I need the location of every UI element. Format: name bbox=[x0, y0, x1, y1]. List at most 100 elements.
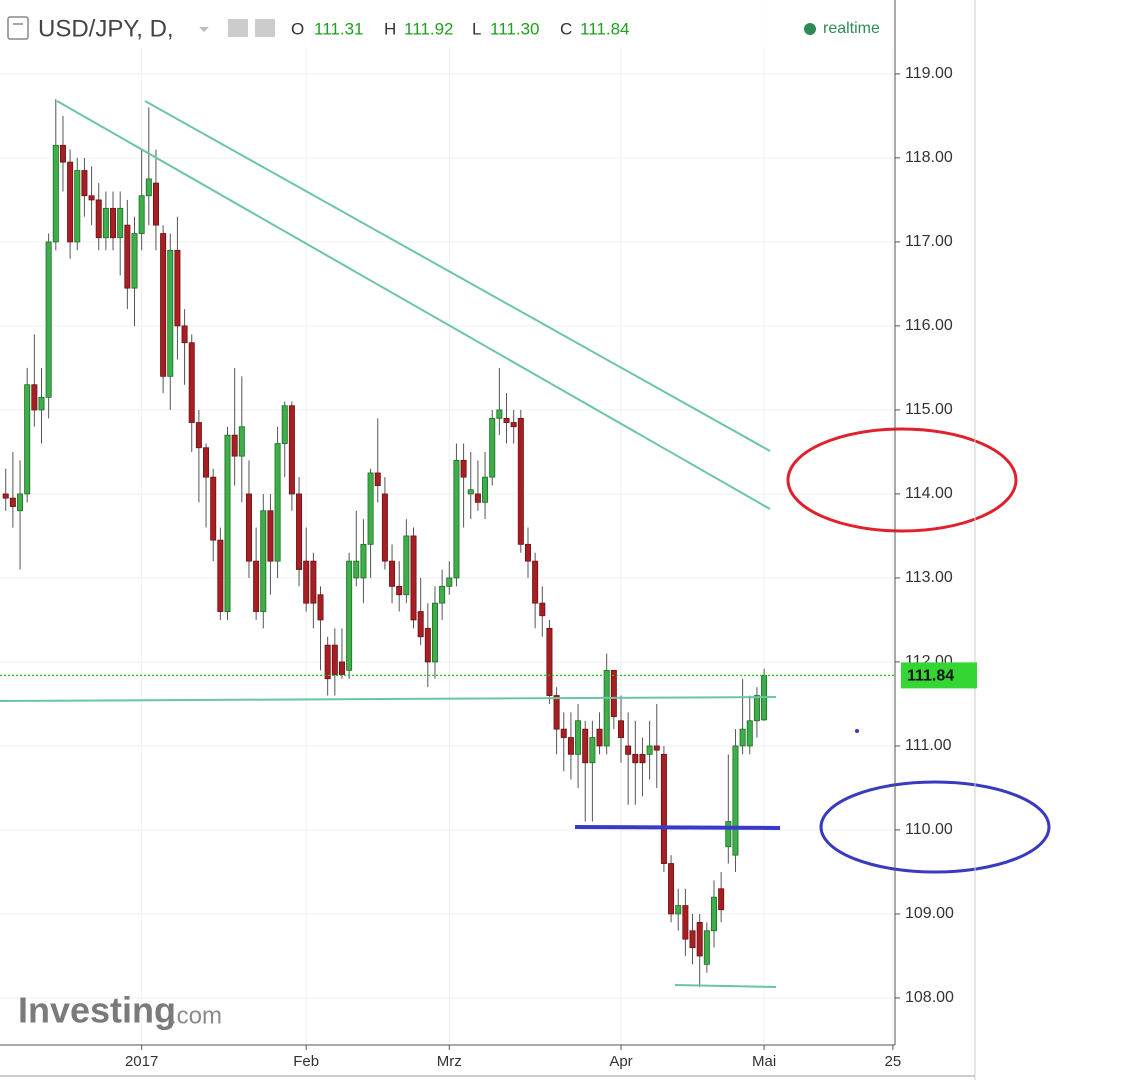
candle-body bbox=[296, 493, 303, 570]
candle-body bbox=[553, 695, 560, 730]
candle-body bbox=[496, 409, 503, 419]
candle-body bbox=[417, 611, 424, 638]
candle-body bbox=[152, 182, 159, 226]
candle-body bbox=[524, 543, 531, 562]
candle-body bbox=[582, 728, 589, 764]
candle-body bbox=[625, 745, 632, 755]
candle-body bbox=[88, 195, 95, 201]
candle-body bbox=[453, 459, 460, 579]
candle-body bbox=[653, 745, 660, 751]
candle-body bbox=[467, 489, 474, 495]
dot bbox=[855, 729, 859, 733]
candle-body bbox=[725, 821, 732, 848]
candle-body bbox=[703, 930, 710, 965]
candle-body bbox=[310, 560, 317, 604]
y-tick-label: 108.00 bbox=[905, 989, 954, 1006]
y-tick-label: 116.00 bbox=[905, 317, 953, 334]
candle-body bbox=[331, 644, 338, 675]
candle-body bbox=[682, 905, 689, 940]
candle-body bbox=[431, 602, 438, 663]
collapse-icon[interactable] bbox=[7, 16, 29, 40]
candle-body bbox=[646, 745, 653, 755]
candle-body bbox=[396, 585, 403, 596]
dropdown-arrow[interactable] bbox=[199, 27, 209, 32]
eye-icon[interactable] bbox=[228, 19, 248, 37]
candle-body bbox=[81, 170, 88, 197]
candle-body bbox=[224, 434, 231, 612]
settings-icon[interactable] bbox=[255, 19, 275, 37]
candle-body bbox=[138, 195, 145, 234]
candle-body bbox=[31, 384, 38, 411]
candle-body bbox=[167, 249, 174, 377]
candle-body bbox=[24, 384, 31, 495]
candle-body bbox=[52, 144, 59, 243]
x-tick-label: Mrz bbox=[437, 1053, 462, 1070]
y-tick-label: 114.00 bbox=[905, 485, 953, 502]
red-ellipse bbox=[786, 427, 1018, 533]
candle-body bbox=[660, 753, 667, 864]
candle-body bbox=[510, 422, 517, 428]
logo-brand: Investing bbox=[18, 990, 176, 1031]
last-price-box bbox=[901, 662, 977, 689]
blue-ellipse bbox=[819, 780, 1051, 874]
candle-body bbox=[117, 207, 124, 239]
candle-body bbox=[253, 560, 260, 612]
y-tick-label: 111.00 bbox=[905, 737, 952, 754]
candle-body bbox=[710, 896, 717, 932]
candle-body bbox=[381, 493, 388, 562]
candle-body bbox=[617, 720, 624, 738]
candle-body bbox=[560, 728, 567, 738]
candle-body bbox=[67, 161, 74, 243]
candle-body bbox=[260, 510, 267, 612]
header-bg bbox=[0, 0, 893, 48]
candle-body bbox=[746, 720, 753, 747]
candles bbox=[0, 99, 895, 988]
x-tick-label: 25 bbox=[885, 1053, 902, 1070]
header: USD/JPY, D, O 111.31 H 111.92 L 111.30 C… bbox=[0, 0, 893, 48]
status-dot bbox=[804, 23, 816, 35]
candle-body bbox=[110, 207, 117, 239]
x-tick-label: 2017 bbox=[125, 1053, 158, 1070]
candle-body bbox=[231, 434, 238, 457]
candle-body bbox=[517, 417, 524, 545]
candle-body bbox=[145, 178, 152, 197]
candle-body bbox=[188, 342, 195, 423]
candle-body bbox=[460, 459, 467, 478]
candle-body bbox=[324, 644, 331, 680]
candle-body bbox=[374, 472, 381, 486]
candle-body bbox=[403, 535, 410, 596]
candle-body bbox=[696, 921, 703, 957]
candle-body bbox=[589, 737, 596, 764]
y-tick-label: 113.00 bbox=[905, 569, 953, 586]
last-price-label: 111.84 bbox=[907, 668, 954, 685]
candle-body bbox=[124, 224, 131, 289]
candle-body bbox=[575, 720, 582, 755]
candle-body bbox=[503, 417, 510, 423]
candle-body bbox=[17, 493, 24, 512]
ohlc-value: 111.92 bbox=[404, 19, 453, 38]
support-line bbox=[674, 984, 777, 988]
status: realtime bbox=[823, 20, 880, 37]
candle-body bbox=[424, 627, 431, 663]
ohlc-label: L bbox=[472, 19, 481, 38]
trend-line bbox=[56, 100, 771, 510]
trend-line bbox=[144, 100, 771, 452]
ohlc-label: C bbox=[560, 19, 572, 38]
ohlc-value: 111.30 bbox=[490, 19, 539, 38]
candle-body bbox=[59, 144, 66, 163]
candle-body bbox=[181, 325, 188, 344]
candle-body bbox=[346, 560, 353, 671]
candle-body bbox=[753, 695, 760, 722]
x-tick-label: Apr bbox=[609, 1053, 632, 1070]
candle-body bbox=[474, 493, 481, 503]
y-tick-label: 110.00 bbox=[905, 821, 953, 838]
y-tick-label: 119.00 bbox=[905, 65, 953, 82]
candle-body bbox=[9, 497, 16, 507]
candle-body bbox=[539, 602, 546, 617]
candle-body bbox=[210, 476, 217, 541]
candle-body bbox=[446, 577, 453, 587]
candle-body bbox=[668, 863, 675, 915]
logo-suffix: .com bbox=[170, 1002, 222, 1029]
